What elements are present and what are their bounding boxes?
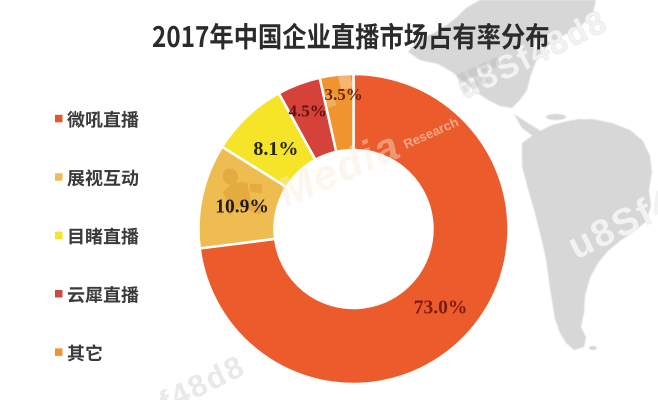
svg-text:4.5%: 4.5% xyxy=(288,102,326,121)
svg-text:73.0%: 73.0% xyxy=(414,298,468,319)
svg-text:10.9%: 10.9% xyxy=(215,197,269,218)
svg-text:f48d8: f48d8 xyxy=(154,348,251,400)
svg-text:8.1%: 8.1% xyxy=(253,138,298,160)
svg-text:3.5%: 3.5% xyxy=(324,85,362,104)
